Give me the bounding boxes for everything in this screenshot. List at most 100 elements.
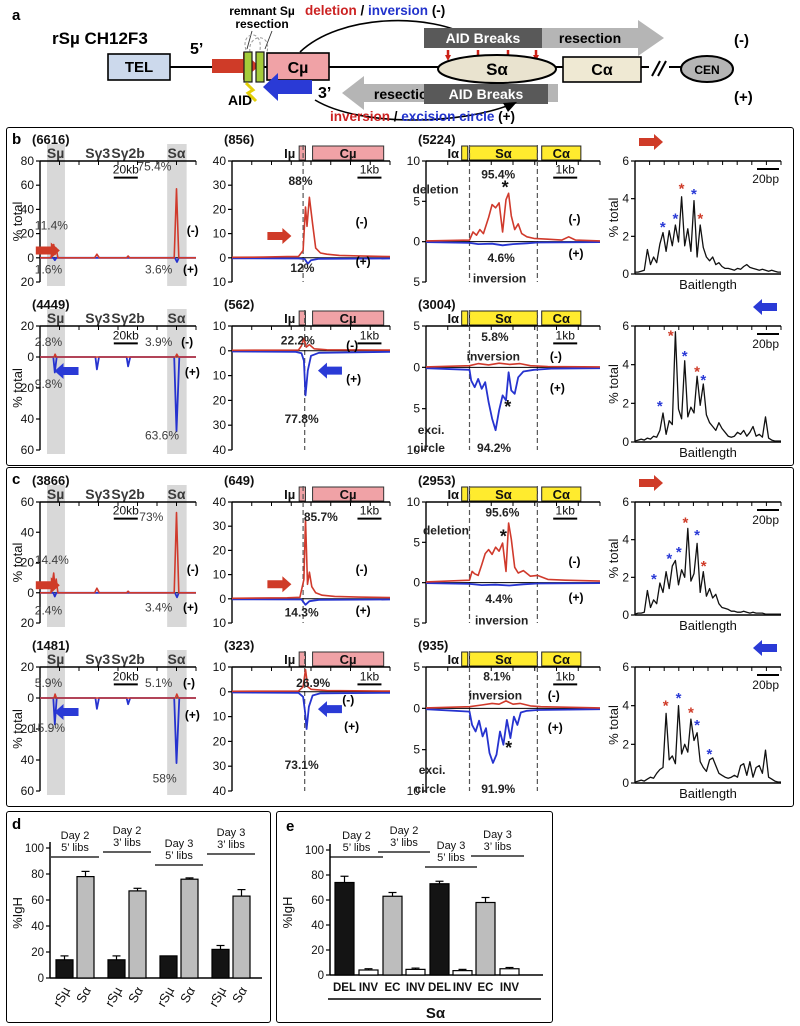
chart-b-3p-genomewide-profile: (4449) Sµ Sγ3 Sγ2b Sα 20 0 20 40 60 20kb 2.8% 9.8% 3.… bbox=[10, 296, 202, 463]
svg-text:*: * bbox=[694, 363, 700, 380]
svg-text:20: 20 bbox=[213, 543, 227, 557]
svg-text:60: 60 bbox=[311, 895, 324, 907]
svg-text:(-): (-) bbox=[356, 215, 368, 229]
panel-d-letter: d bbox=[12, 816, 22, 833]
calpha-label: Cα bbox=[591, 62, 613, 79]
svg-text:0: 0 bbox=[413, 576, 420, 590]
svg-text:5: 5 bbox=[413, 319, 420, 333]
svg-text:INV: INV bbox=[453, 982, 473, 994]
svg-text:Sα: Sα bbox=[495, 487, 512, 502]
remnant-smu-bar bbox=[255, 51, 265, 83]
svg-text:10: 10 bbox=[213, 227, 227, 241]
inversion-arc bbox=[314, 99, 513, 121]
svg-text:0: 0 bbox=[27, 586, 34, 600]
svg-text:(+): (+) bbox=[569, 246, 584, 260]
svg-text:60: 60 bbox=[21, 784, 35, 798]
chart-d-igh-bars: 0 20 40 60 80 100 rSµ Sα rSµ Sα rSµ Sα rSµ Sα Day 2 5’ … bbox=[10, 820, 270, 1023]
svg-text:(-): (-) bbox=[181, 335, 193, 349]
svg-text:20bp: 20bp bbox=[752, 513, 779, 527]
svg-text:40: 40 bbox=[311, 920, 324, 932]
svg-text:0: 0 bbox=[219, 685, 226, 699]
panel-e-box bbox=[276, 811, 553, 1023]
svg-text:4: 4 bbox=[622, 192, 629, 206]
svg-text:Cµ: Cµ bbox=[340, 146, 357, 161]
svg-text:%IgH: %IgH bbox=[280, 897, 295, 929]
svg-text:20: 20 bbox=[213, 393, 227, 407]
svg-text:Baitlength: Baitlength bbox=[679, 618, 737, 633]
remnant-pointer-line bbox=[246, 30, 253, 50]
svg-text:6: 6 bbox=[622, 495, 629, 509]
svg-text:Cα: Cα bbox=[553, 146, 570, 161]
svg-text:1kb: 1kb bbox=[360, 669, 380, 683]
svg-text:(-): (-) bbox=[187, 563, 199, 577]
svg-text:22.2%: 22.2% bbox=[281, 333, 315, 347]
svg-text:4: 4 bbox=[622, 533, 629, 547]
svg-text:63.6%: 63.6% bbox=[145, 429, 179, 443]
svg-text:Iα: Iα bbox=[447, 487, 459, 502]
svg-text:20kb: 20kb bbox=[113, 328, 139, 342]
svg-text:10: 10 bbox=[213, 616, 227, 630]
svg-text:deletion: deletion bbox=[423, 523, 469, 537]
svg-text:*: * bbox=[502, 177, 509, 197]
svg-text:5: 5 bbox=[413, 535, 420, 549]
svg-text:0: 0 bbox=[622, 267, 629, 281]
svg-text:rSµ: rSµ bbox=[102, 984, 125, 1010]
svg-text:80: 80 bbox=[311, 870, 324, 882]
svg-text:0: 0 bbox=[318, 970, 324, 982]
svg-text:(856): (856) bbox=[224, 132, 254, 147]
svg-text:Day 2: Day 2 bbox=[113, 825, 142, 837]
svg-text:10: 10 bbox=[213, 319, 227, 333]
svg-text:(-): (-) bbox=[550, 349, 562, 363]
svg-text:20kb: 20kb bbox=[113, 163, 139, 177]
svg-text:Cµ: Cµ bbox=[340, 487, 357, 502]
svg-text:0: 0 bbox=[413, 360, 420, 374]
plus-orientation-label: (+) bbox=[734, 89, 753, 106]
svg-text:*: * bbox=[694, 717, 700, 734]
svg-text:%IgH: %IgH bbox=[10, 897, 25, 929]
chart-c-5p-imu-cmu-profile: (649) Iµ Cµ 40 30 20 10 0 10 1kb 85.7% 14.3% (-) (+) bbox=[204, 472, 396, 636]
svg-text:(-): (-) bbox=[569, 212, 581, 226]
svg-text:40: 40 bbox=[21, 412, 35, 426]
svg-text:deletion: deletion bbox=[413, 182, 459, 196]
svg-text:Sγ3: Sγ3 bbox=[85, 310, 110, 326]
svg-text:2.4%: 2.4% bbox=[35, 604, 63, 618]
svg-text:(935): (935) bbox=[418, 638, 448, 653]
svg-text:4: 4 bbox=[622, 699, 629, 713]
svg-text:exci.: exci. bbox=[419, 763, 446, 777]
svg-text:0: 0 bbox=[38, 973, 44, 985]
svg-text:Sα: Sα bbox=[495, 146, 512, 161]
svg-text:20: 20 bbox=[21, 381, 35, 395]
svg-text:58%: 58% bbox=[153, 771, 177, 785]
svg-text:*: * bbox=[700, 372, 706, 389]
cmu-label: Cµ bbox=[288, 60, 309, 77]
svg-text:Iµ: Iµ bbox=[284, 652, 295, 667]
svg-text:Sα: Sα bbox=[73, 984, 94, 1006]
svg-text:*: * bbox=[651, 571, 657, 588]
svg-text:*: * bbox=[694, 527, 700, 544]
resection-top-arrow-icon bbox=[542, 20, 664, 56]
svg-text:circle: circle bbox=[414, 441, 446, 455]
svg-text:(+): (+) bbox=[185, 365, 200, 379]
tel-label: TEL bbox=[125, 59, 153, 76]
svg-text:0: 0 bbox=[622, 776, 629, 790]
inversion-arc-arrowhead-icon bbox=[503, 102, 517, 112]
svg-text:INV: INV bbox=[500, 982, 520, 994]
svg-text:2.8%: 2.8% bbox=[35, 335, 63, 349]
svg-text:Sµ: Sµ bbox=[47, 310, 64, 326]
svg-text:% total: % total bbox=[608, 539, 621, 579]
svg-text:0: 0 bbox=[27, 251, 34, 265]
svg-text:0: 0 bbox=[219, 344, 226, 358]
svg-text:4: 4 bbox=[622, 358, 629, 372]
svg-text:30: 30 bbox=[213, 519, 227, 533]
svg-text:5’ libs: 5’ libs bbox=[343, 842, 371, 854]
svg-text:5’ libs: 5’ libs bbox=[61, 842, 89, 854]
svg-text:INV: INV bbox=[406, 982, 426, 994]
svg-text:95.6%: 95.6% bbox=[485, 505, 519, 519]
svg-text:11.4%: 11.4% bbox=[35, 218, 68, 232]
svg-text:Sα: Sα bbox=[229, 984, 250, 1006]
svg-text:*: * bbox=[679, 180, 685, 197]
svg-text:3’ libs: 3’ libs bbox=[113, 837, 141, 849]
svg-text:(-): (-) bbox=[183, 676, 195, 690]
svg-text:40: 40 bbox=[213, 495, 227, 509]
